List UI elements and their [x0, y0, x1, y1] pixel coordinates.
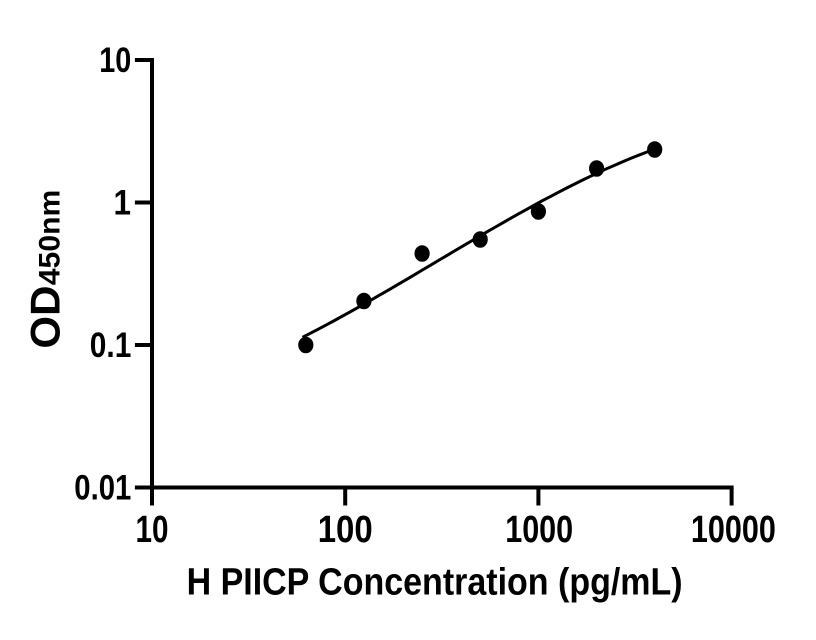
svg-text:OD: OD	[22, 286, 69, 349]
svg-text:1: 1	[114, 184, 132, 223]
svg-text:10: 10	[136, 509, 169, 551]
svg-text:10000: 10000	[691, 509, 776, 551]
svg-text:H PIICP Concentration (pg/mL): H PIICP Concentration (pg/mL)	[187, 562, 683, 604]
svg-text:450nm: 450nm	[34, 190, 67, 286]
svg-text:10: 10	[99, 41, 131, 80]
svg-text:1000: 1000	[505, 509, 573, 551]
svg-text:0.01: 0.01	[74, 469, 131, 508]
svg-text:100: 100	[318, 509, 373, 551]
svg-text:0.1: 0.1	[90, 326, 132, 365]
